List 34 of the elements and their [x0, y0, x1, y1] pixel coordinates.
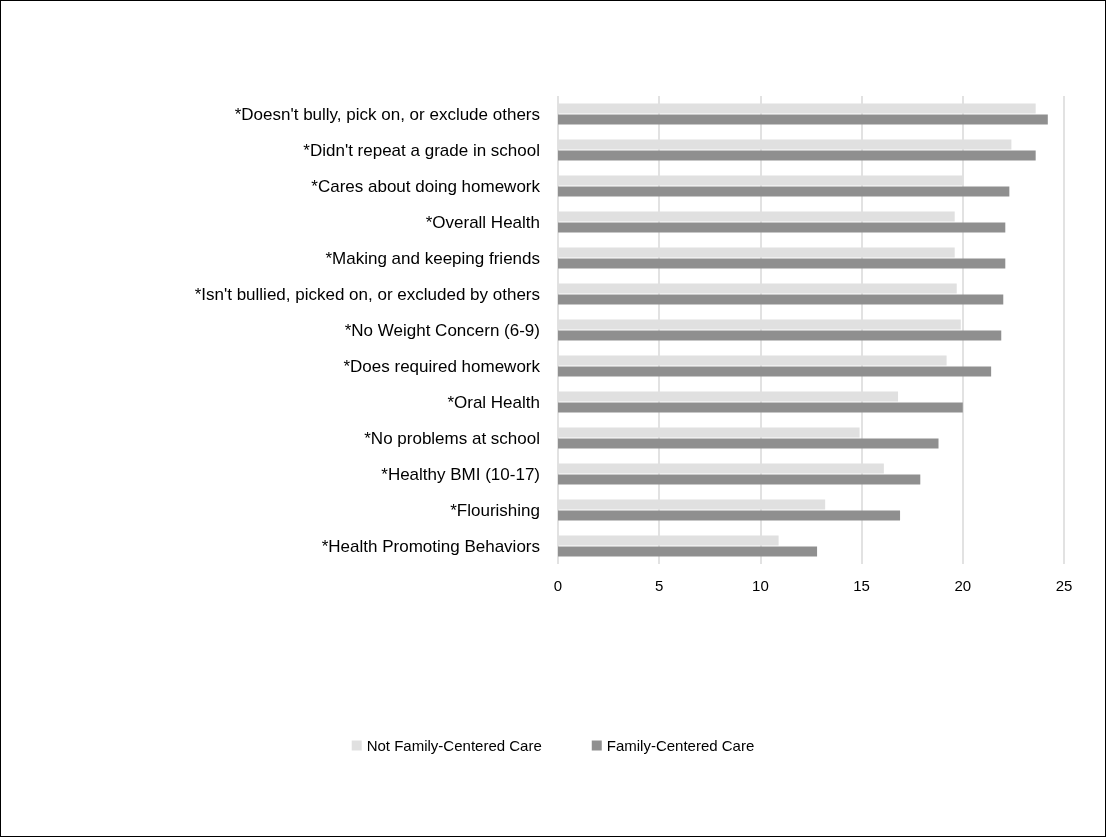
legend-label: Family-Centered Care: [606, 737, 755, 754]
y-tick-label: *Healthy BMI (10-17): [381, 464, 540, 484]
x-tick-label: 0: [553, 577, 563, 594]
legend-label: Not Family-Centered Care: [366, 737, 542, 754]
y-tick-label: *No Weight Concern (6-9): [344, 320, 540, 340]
y-tick-label: *Making and keeping friends: [325, 248, 540, 268]
y-tick-label: *Didn't repeat a grade in school: [303, 140, 540, 160]
y-tick-label: *Health Promoting Behaviors: [321, 536, 540, 556]
bar: [558, 330, 1002, 341]
x-tick-label: 5: [655, 577, 664, 594]
bar: [558, 114, 1048, 125]
bar: [558, 294, 1004, 305]
y-tick-label: *Cares about doing homework: [311, 176, 541, 196]
x-tick-label: 10: [752, 577, 769, 594]
x-tick-label: 25: [1055, 577, 1073, 594]
x-tick-label: 15: [853, 577, 870, 594]
bar: [558, 222, 1006, 233]
bar: [558, 546, 818, 557]
bar: [558, 510, 901, 521]
bar: [558, 186, 1010, 197]
bar: [558, 438, 939, 449]
y-tick-label: *No problems at school: [364, 428, 540, 448]
y-tick-label: *Isn't bullied, picked on, or excluded by others: [194, 284, 540, 304]
y-tick-label: *Overall Health: [425, 212, 540, 232]
y-tick-label: *Flourishing: [450, 500, 540, 520]
y-tick-label: *Oral Health: [447, 392, 540, 412]
bar: [558, 150, 1036, 161]
bar: [558, 258, 1006, 269]
bar: [558, 402, 963, 413]
y-tick-label: *Does required homework: [343, 356, 541, 376]
y-tick-label: *Doesn't bully, pick on, or exclude others: [234, 104, 540, 124]
bar: [558, 474, 921, 485]
bar: [558, 366, 992, 377]
x-tick-label: 20: [954, 577, 972, 594]
